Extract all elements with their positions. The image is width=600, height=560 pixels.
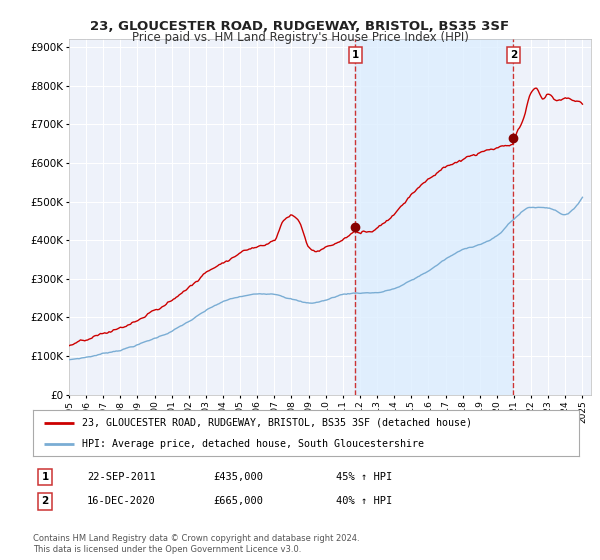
- Text: £665,000: £665,000: [213, 496, 263, 506]
- Text: This data is licensed under the Open Government Licence v3.0.: This data is licensed under the Open Gov…: [33, 545, 301, 554]
- Text: Price paid vs. HM Land Registry's House Price Index (HPI): Price paid vs. HM Land Registry's House …: [131, 31, 469, 44]
- Text: 1: 1: [352, 50, 359, 60]
- Text: £435,000: £435,000: [213, 472, 263, 482]
- Text: HPI: Average price, detached house, South Gloucestershire: HPI: Average price, detached house, Sout…: [82, 439, 424, 449]
- Text: 23, GLOUCESTER ROAD, RUDGEWAY, BRISTOL, BS35 3SF: 23, GLOUCESTER ROAD, RUDGEWAY, BRISTOL, …: [91, 20, 509, 32]
- Text: 45% ↑ HPI: 45% ↑ HPI: [336, 472, 392, 482]
- Bar: [355, 39, 513, 395]
- Text: 23, GLOUCESTER ROAD, RUDGEWAY, BRISTOL, BS35 3SF (detached house): 23, GLOUCESTER ROAD, RUDGEWAY, BRISTOL, …: [82, 418, 472, 428]
- Text: 40% ↑ HPI: 40% ↑ HPI: [336, 496, 392, 506]
- Text: 2: 2: [509, 50, 517, 60]
- Text: Contains HM Land Registry data © Crown copyright and database right 2024.: Contains HM Land Registry data © Crown c…: [33, 534, 359, 543]
- Text: 16-DEC-2020: 16-DEC-2020: [87, 496, 156, 506]
- Text: 22-SEP-2011: 22-SEP-2011: [87, 472, 156, 482]
- Text: 1: 1: [41, 472, 49, 482]
- Text: 2: 2: [41, 496, 49, 506]
